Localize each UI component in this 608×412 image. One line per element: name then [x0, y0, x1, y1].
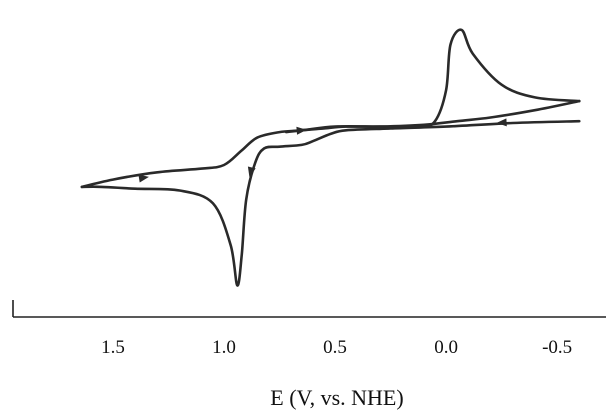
x-axis	[12, 300, 606, 318]
x-tick-label: 0.5	[323, 337, 347, 358]
voltammogram-curve	[80, 28, 581, 287]
curve-anodic-scan	[80, 119, 581, 287]
x-tick-label: -0.5	[542, 337, 572, 358]
x-axis-title: E (V, vs. NHE)	[270, 385, 403, 410]
scan-direction-arrow	[296, 126, 307, 135]
scan-direction-arrow	[247, 166, 256, 178]
x-tick-label: 1.5	[101, 337, 125, 358]
scan-direction-arrows	[138, 118, 507, 183]
x-tick-label: 0.0	[434, 337, 458, 358]
curve-cathodic-scan	[80, 28, 581, 189]
x-tick-labels: 1.5 1.0 0.5 0.0 -0.5	[101, 337, 572, 358]
curve-return-scan	[284, 99, 581, 134]
x-tick-label: 1.0	[212, 337, 236, 358]
scan-direction-arrow	[496, 118, 507, 127]
scan-direction-arrow	[138, 174, 149, 183]
